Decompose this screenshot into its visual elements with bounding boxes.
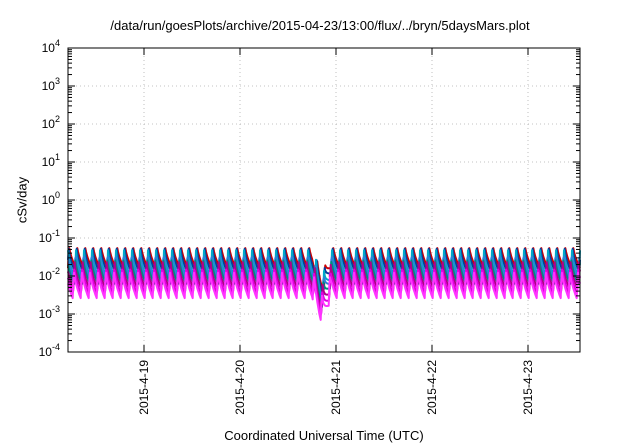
x-tick-label: 2015-4-21 — [329, 360, 343, 415]
series-layer — [67, 247, 581, 321]
x-axis-title: Coordinated Universal Time (UTC) — [224, 428, 424, 443]
x-tick-label: 2015-4-20 — [233, 360, 247, 415]
y-tick-label: 10-3 — [39, 304, 60, 321]
y-tick-label: 100 — [42, 190, 60, 207]
tick-layer: 10-4 10-3 10-2 10-1 100 101 102 103 104 2015-4-19… — [39, 38, 580, 415]
y-tick-label: 10-4 — [39, 342, 60, 359]
series-line — [67, 271, 581, 321]
x-tick-label: 2015-4-22 — [425, 360, 439, 415]
y-tick-label: 103 — [42, 76, 60, 93]
x-tick-label: 2015-4-23 — [521, 360, 535, 415]
y-tick-label: 104 — [42, 38, 60, 55]
chart-title: /data/run/goesPlots/archive/2015-04-23/1… — [110, 18, 530, 33]
y-tick-label: 102 — [42, 114, 60, 131]
y-tick-label: 10-2 — [39, 266, 60, 283]
grid-layer — [68, 48, 580, 352]
y-tick-label: 101 — [42, 152, 60, 169]
x-tick-label: 2015-4-19 — [137, 360, 151, 415]
y-tick-label: 10-1 — [39, 228, 60, 245]
